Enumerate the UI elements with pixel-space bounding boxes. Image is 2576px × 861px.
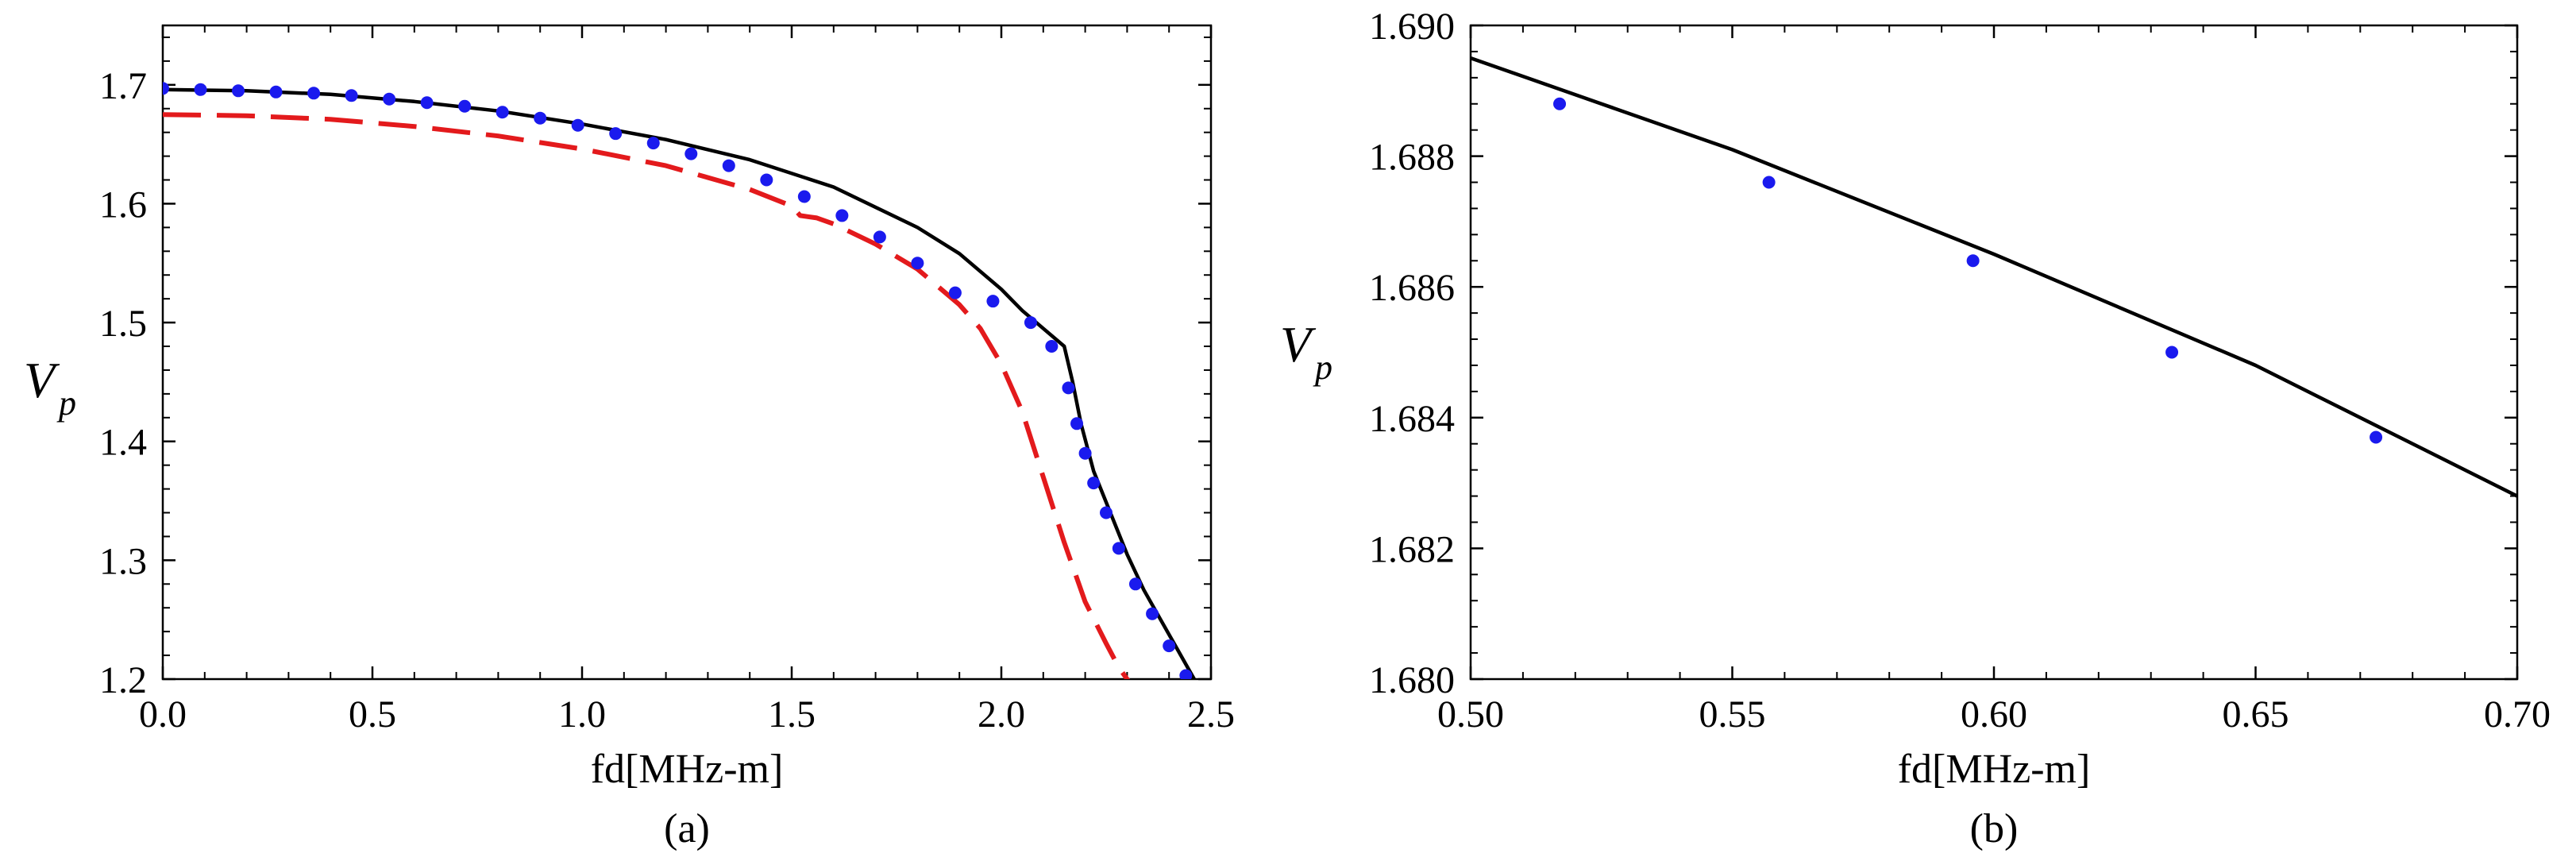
data-point-dots [194,83,207,96]
data-point-dots [1146,607,1159,620]
data-point-dots [1087,477,1101,490]
data-point-dots [1024,316,1037,330]
panel-a-chart: 0.0 0.5 1.0 1.5 2.0 2.5 1.2 1.3 1.4 1.5 1.6 1.7 fd[M… [24,24,1235,851]
y-axis-label: V [1280,316,1317,373]
panel-caption: (a) [664,806,710,851]
data-point-dots [911,257,924,270]
data-point-dots [1163,639,1176,653]
data-point-dots [496,106,509,119]
data-point-dots [345,89,358,102]
data-point-dots [1112,542,1125,555]
y-tick-label: 1.684 [1369,398,1455,440]
data-point-dots [1762,176,1776,189]
data-point-dots [1553,97,1567,110]
y-tick-label: 1.680 [1369,659,1455,701]
plot-frame [1469,24,2519,681]
data-point-dots [1128,577,1142,591]
x-axis-label: fd[MHz-m] [591,747,784,792]
data-point-dots [232,84,245,98]
x-tick-label: 0.65 [2223,693,2289,736]
y-axis-label-subscript: p [1313,348,1332,387]
data-point-dots [2370,430,2383,444]
data-point-dots [458,99,472,113]
y-tick-label: 1.690 [1369,6,1455,48]
panel-b-chart: 0.50 0.55 0.60 0.65 0.70 1.680 1.682 1.684 1.686… [1280,6,2551,851]
data-point-dots [1100,506,1113,519]
series-line-solid [1471,56,2517,498]
x-tick-label: 0.70 [2484,693,2551,736]
data-point-dots [383,92,396,106]
x-tick-label: 0.50 [1437,693,1504,736]
data-point-dots [420,96,434,110]
data-point-dots [835,209,849,222]
x-tick-label: 2.0 [978,693,1025,736]
data-point-dots [269,85,283,98]
data-point-dots [1078,446,1092,460]
y-tick-label: 1.7 [99,65,147,107]
x-tick-label: 0.55 [1699,693,1766,736]
data-point-dots [1179,669,1193,679]
data-point-dots [873,230,886,244]
y-tick-label: 1.686 [1369,267,1455,309]
data-point-dots [534,111,547,125]
data-point-dots [609,127,623,141]
y-tick-label: 1.4 [99,422,147,464]
x-tick-label: 0.60 [1961,693,2027,736]
y-tick-label: 1.2 [99,659,147,701]
plot-area [1471,56,2517,498]
x-tick-label: 1.0 [558,693,606,736]
data-point-dots [948,286,962,299]
data-point-dots [163,82,169,95]
series-line-dashed [163,112,1131,679]
data-point-dots [1062,381,1075,395]
x-axis-label: fd[MHz-m] [1898,747,2091,792]
data-point-dots [722,159,735,172]
data-point-dots [2165,346,2179,359]
data-point-dots [1966,254,1980,268]
panel-caption: (b) [1970,806,2019,851]
y-tick-label: 1.6 [99,183,147,226]
y-tick-label: 1.5 [99,303,147,345]
data-point-dots [760,173,773,187]
data-point-dots [646,137,660,150]
y-tick-label: 1.688 [1369,137,1455,179]
data-point-dots [1045,340,1059,353]
x-tick-label: 0.0 [139,693,187,736]
y-axis-label-subscript: p [56,384,76,423]
x-tick-label: 0.5 [349,693,396,736]
data-point-dots [684,147,698,160]
y-axis-label: V [24,352,60,408]
data-point-dots [797,190,811,203]
y-tick-label: 1.682 [1369,528,1455,570]
data-point-dots [986,295,1000,308]
plot-area [163,82,1196,679]
plot-frame [161,24,1213,681]
y-tick-label: 1.3 [99,540,147,582]
data-point-dots [1070,417,1084,430]
data-point-dots [571,118,584,132]
series-line-solid [163,87,1196,679]
x-tick-label: 1.5 [768,693,816,736]
x-tick-label: 2.5 [1187,693,1235,736]
data-point-dots [307,87,321,100]
